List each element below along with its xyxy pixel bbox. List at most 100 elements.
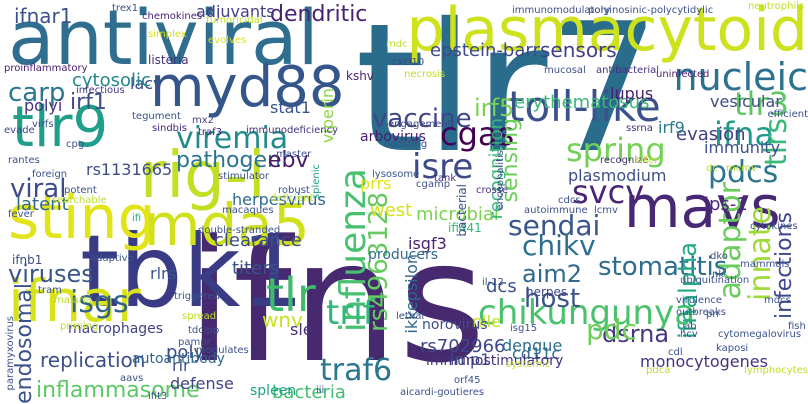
cloud-word: norovirus <box>422 317 488 333</box>
cloud-word: vaccine <box>372 104 472 134</box>
cloud-word: aicardi-goutieres <box>400 387 485 398</box>
cloud-word: potent <box>64 185 97 196</box>
cloud-word: macrophages <box>68 321 164 337</box>
cloud-word: wnv <box>262 308 303 332</box>
cloud-word: host <box>524 284 581 314</box>
cloud-word: immunostimulatory <box>426 353 564 369</box>
cloud-word: lysosome <box>372 169 420 180</box>
cloud-word: ab <box>684 321 697 332</box>
cloud-word: chikungunya <box>478 293 696 333</box>
cloud-word: inflammasome <box>36 378 200 403</box>
cloud-word: arbovirus <box>360 129 426 145</box>
cloud-word: rs1131665 <box>86 160 173 179</box>
cloud-word: mucosal <box>544 65 586 76</box>
cloud-word: triggered <box>174 291 221 302</box>
cloud-word: cdcs <box>558 195 581 206</box>
cloud-word: fish <box>788 321 806 332</box>
cloud-word: antibacterial <box>596 65 660 76</box>
cloud-word: tlr3 <box>734 85 789 123</box>
cloud-word: pathogen <box>176 148 281 173</box>
cloud-word: dko <box>710 251 728 262</box>
cloud-word: pampr <box>178 337 211 348</box>
cloud-word: double-stranded <box>198 225 281 236</box>
cloud-word: west <box>370 200 413 221</box>
cloud-word: lcmv <box>594 205 618 216</box>
cloud-word: fever <box>8 209 34 220</box>
cloud-word: herpesvirus <box>232 190 326 209</box>
cloud-word: kshv <box>346 69 374 83</box>
cloud-word: paramyxovirus <box>5 316 16 391</box>
cloud-word: virulence <box>676 295 723 306</box>
cloud-word: carp <box>8 78 66 108</box>
cloud-word: trif <box>326 293 375 333</box>
cloud-word: stomatitis <box>598 252 728 282</box>
cloud-word: autoimmune <box>524 205 588 216</box>
cloud-word: lmp1 <box>450 350 491 369</box>
cloud-word: stimulator <box>218 171 270 182</box>
cloud-word: cd11c <box>512 344 561 363</box>
cloud-word: latent <box>16 194 69 215</box>
cloud-word: foreign <box>32 169 68 180</box>
cloud-word: listeria <box>148 53 189 67</box>
cloud-word: rantes <box>8 155 40 166</box>
cloud-word: sendai <box>508 209 601 242</box>
cloud-word: cytokines <box>750 221 798 232</box>
cloud-word: hcv <box>680 329 698 340</box>
cloud-word: lacv <box>130 74 163 93</box>
cloud-word: isre <box>412 147 474 187</box>
cloud-word: virfs <box>32 119 54 130</box>
cloud-word: cytosolic <box>72 70 151 91</box>
cloud-word: il-12 <box>482 277 504 288</box>
cloud-word: cdl <box>668 347 683 358</box>
cloud-word: sting <box>8 183 156 253</box>
cloud-word: mavs <box>624 173 781 241</box>
cloud-word: ifi441 <box>448 221 482 235</box>
cloud-word: vesicular <box>710 92 782 111</box>
cloud-word: isgf3 <box>408 234 447 253</box>
cloud-word: mammals <box>740 259 790 270</box>
cloud-word: adjuvants <box>196 2 275 21</box>
cloud-word: plasmodium <box>568 166 667 185</box>
cloud-word: sensors <box>540 38 617 62</box>
cloud-word: pdcs <box>708 155 779 190</box>
cloud-word: immunity <box>704 138 781 157</box>
cloud-word: tram <box>38 285 62 296</box>
cloud-word: rs702966 <box>420 336 506 357</box>
cloud-word: antiviral <box>8 0 319 82</box>
cloud-word: tlr9 <box>12 95 109 160</box>
cloud-word: modulates <box>196 345 249 356</box>
cloud-word: robust <box>278 185 310 196</box>
cloud-word: tlr7 <box>355 0 661 192</box>
cloud-word: tdcipp <box>188 325 220 336</box>
cloud-word: producers <box>368 247 439 263</box>
cloud-word: ifns <box>186 204 486 400</box>
cloud-word: ifnar <box>8 267 141 335</box>
cloud-word: ifi <box>132 213 142 224</box>
cloud-word: plasmacytoid <box>406 0 808 65</box>
cloud-word: cpg <box>66 139 85 150</box>
cloud-word: aavs <box>120 373 144 384</box>
cloud-word: bacterial <box>455 184 469 237</box>
cloud-word: tank <box>434 173 457 184</box>
cloud-word: immunodeficiency <box>246 125 339 136</box>
cloud-word: priming <box>60 321 99 332</box>
cloud-word: titers <box>232 258 279 279</box>
cloud-word: viremia <box>176 121 289 156</box>
cloud-word: cytomegalovirus <box>718 329 802 340</box>
cloud-word: kaposi <box>716 343 749 354</box>
cloud-word: autoantibody <box>132 351 225 367</box>
cloud-word: chikv <box>522 229 596 262</box>
cloud-word: ifnb1 <box>12 253 43 267</box>
cloud-word: chemokines <box>142 11 203 22</box>
cloud-word: deficient <box>270 193 314 204</box>
cloud-word: cgamp <box>416 179 451 190</box>
cloud-word: dengue <box>502 336 563 355</box>
cloud-word: tlr <box>266 268 316 322</box>
cloud-word: ubiquitination <box>680 275 750 286</box>
cloud-word: lupus <box>610 84 654 103</box>
cloud-word: herpes <box>526 285 568 299</box>
cloud-word: viruses <box>8 260 94 288</box>
cloud-word: ips-1 <box>704 194 748 215</box>
cloud-word: prrs <box>360 174 392 193</box>
